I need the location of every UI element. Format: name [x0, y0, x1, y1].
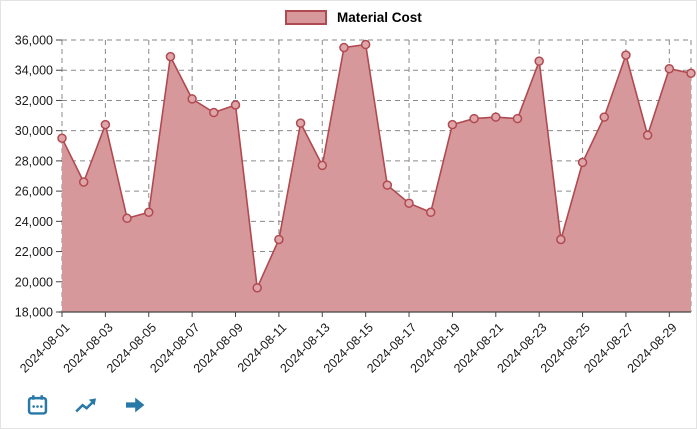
- chart-toolbar: [25, 392, 147, 418]
- data-point[interactable]: [556, 234, 566, 245]
- data-point[interactable]: [252, 283, 262, 293]
- legend[interactable]: Material Cost: [285, 10, 422, 25]
- data-point[interactable]: [317, 160, 328, 171]
- svg-text:22,000: 22,000: [15, 245, 53, 259]
- data-point[interactable]: [230, 100, 241, 110]
- data-point[interactable]: [209, 107, 219, 118]
- data-point[interactable]: [621, 50, 631, 60]
- svg-text:20,000: 20,000: [15, 275, 53, 289]
- data-point[interactable]: [57, 133, 67, 143]
- data-point[interactable]: [165, 51, 176, 62]
- data-point[interactable]: [491, 112, 501, 122]
- data-point[interactable]: [144, 207, 154, 218]
- legend-label: Material Cost: [337, 10, 422, 25]
- svg-text:26,000: 26,000: [15, 185, 53, 199]
- data-point[interactable]: [469, 113, 479, 124]
- data-point[interactable]: [78, 177, 89, 187]
- data-point[interactable]: [100, 119, 111, 130]
- trend-icon[interactable]: [74, 392, 98, 418]
- svg-text:32,000: 32,000: [15, 94, 53, 108]
- data-point[interactable]: [382, 180, 393, 190]
- data-point[interactable]: [295, 118, 306, 128]
- forward-arrow-icon[interactable]: [123, 392, 147, 418]
- svg-text:36,000: 36,000: [15, 34, 53, 48]
- svg-text:18,000: 18,000: [15, 306, 53, 320]
- data-point[interactable]: [360, 39, 371, 50]
- data-point[interactable]: [425, 207, 436, 218]
- data-point[interactable]: [664, 63, 675, 74]
- svg-text:28,000: 28,000: [15, 154, 53, 168]
- svg-text:24,000: 24,000: [15, 215, 53, 229]
- data-point[interactable]: [534, 56, 544, 66]
- data-point[interactable]: [274, 234, 284, 245]
- svg-text:34,000: 34,000: [15, 64, 53, 78]
- data-point[interactable]: [686, 68, 696, 78]
- data-point[interactable]: [339, 42, 349, 53]
- data-point[interactable]: [122, 213, 132, 224]
- data-point[interactable]: [512, 113, 523, 124]
- data-point[interactable]: [642, 130, 653, 140]
- data-point[interactable]: [187, 94, 197, 104]
- data-point[interactable]: [404, 198, 414, 208]
- calendar-icon[interactable]: [25, 392, 49, 418]
- data-point[interactable]: [447, 119, 458, 130]
- data-point[interactable]: [599, 112, 609, 122]
- data-point[interactable]: [577, 157, 588, 168]
- svg-text:30,000: 30,000: [15, 124, 53, 138]
- legend-swatch: [285, 10, 327, 25]
